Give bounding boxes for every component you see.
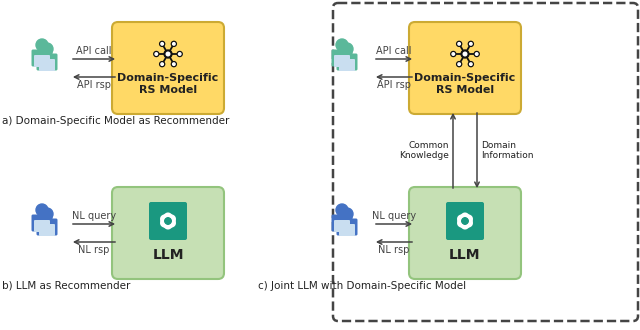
Circle shape [172, 41, 177, 47]
Circle shape [474, 51, 479, 56]
Circle shape [451, 51, 456, 56]
FancyBboxPatch shape [34, 55, 50, 67]
FancyBboxPatch shape [31, 214, 52, 232]
FancyBboxPatch shape [332, 50, 353, 67]
Circle shape [476, 53, 478, 55]
Text: NL rsp: NL rsp [78, 245, 109, 255]
FancyBboxPatch shape [39, 59, 55, 71]
Circle shape [173, 43, 175, 45]
Circle shape [41, 43, 53, 55]
FancyBboxPatch shape [332, 214, 353, 232]
Text: NL query: NL query [72, 211, 116, 221]
Circle shape [172, 62, 177, 67]
Text: Domain-Specific
RS Model: Domain-Specific RS Model [117, 73, 219, 95]
Circle shape [456, 41, 461, 47]
Circle shape [179, 53, 181, 55]
Circle shape [159, 62, 164, 67]
Circle shape [458, 43, 460, 45]
FancyBboxPatch shape [334, 220, 350, 232]
Circle shape [461, 50, 469, 58]
FancyBboxPatch shape [34, 220, 50, 232]
Circle shape [36, 39, 48, 51]
Text: API rsp: API rsp [77, 80, 111, 90]
Text: API call: API call [76, 46, 112, 56]
Circle shape [164, 50, 172, 58]
Circle shape [336, 39, 348, 51]
FancyBboxPatch shape [112, 187, 224, 279]
FancyBboxPatch shape [409, 187, 521, 279]
Circle shape [458, 63, 460, 65]
FancyBboxPatch shape [337, 218, 358, 236]
Circle shape [173, 63, 175, 65]
Circle shape [452, 53, 454, 55]
Circle shape [336, 204, 348, 216]
FancyBboxPatch shape [339, 59, 355, 71]
Circle shape [155, 53, 157, 55]
Circle shape [159, 41, 164, 47]
Circle shape [468, 62, 474, 67]
FancyBboxPatch shape [31, 50, 52, 67]
Text: Common
Knowledge: Common Knowledge [399, 141, 449, 160]
Text: c) Joint LLM with Domain-Specific Model: c) Joint LLM with Domain-Specific Model [258, 281, 466, 291]
FancyBboxPatch shape [149, 202, 187, 240]
Circle shape [456, 62, 461, 67]
Circle shape [341, 208, 353, 220]
Circle shape [36, 204, 48, 216]
FancyBboxPatch shape [334, 55, 350, 67]
Circle shape [166, 52, 170, 56]
Text: Domain
Information: Domain Information [481, 141, 534, 160]
Text: Domain-Specific
RS Model: Domain-Specific RS Model [414, 73, 516, 95]
Text: NL query: NL query [372, 211, 416, 221]
FancyBboxPatch shape [333, 3, 638, 321]
FancyBboxPatch shape [112, 22, 224, 114]
Circle shape [470, 43, 472, 45]
Text: API rsp: API rsp [377, 80, 411, 90]
Text: LLM: LLM [152, 248, 184, 262]
FancyBboxPatch shape [36, 218, 58, 236]
Circle shape [177, 51, 182, 56]
Text: b) LLM as Recommender: b) LLM as Recommender [2, 281, 131, 291]
Circle shape [463, 52, 467, 56]
Text: API call: API call [376, 46, 412, 56]
FancyBboxPatch shape [337, 53, 358, 71]
Circle shape [341, 43, 353, 55]
FancyBboxPatch shape [36, 53, 58, 71]
Circle shape [470, 63, 472, 65]
Text: a) Domain-Specific Model as Recommender: a) Domain-Specific Model as Recommender [2, 116, 229, 126]
Circle shape [161, 63, 163, 65]
FancyBboxPatch shape [39, 224, 55, 236]
Circle shape [468, 41, 474, 47]
FancyBboxPatch shape [339, 224, 355, 236]
Circle shape [154, 51, 159, 56]
FancyBboxPatch shape [409, 22, 521, 114]
FancyBboxPatch shape [446, 202, 484, 240]
Circle shape [161, 43, 163, 45]
Text: NL rsp: NL rsp [378, 245, 410, 255]
Circle shape [41, 208, 53, 220]
Text: LLM: LLM [449, 248, 481, 262]
